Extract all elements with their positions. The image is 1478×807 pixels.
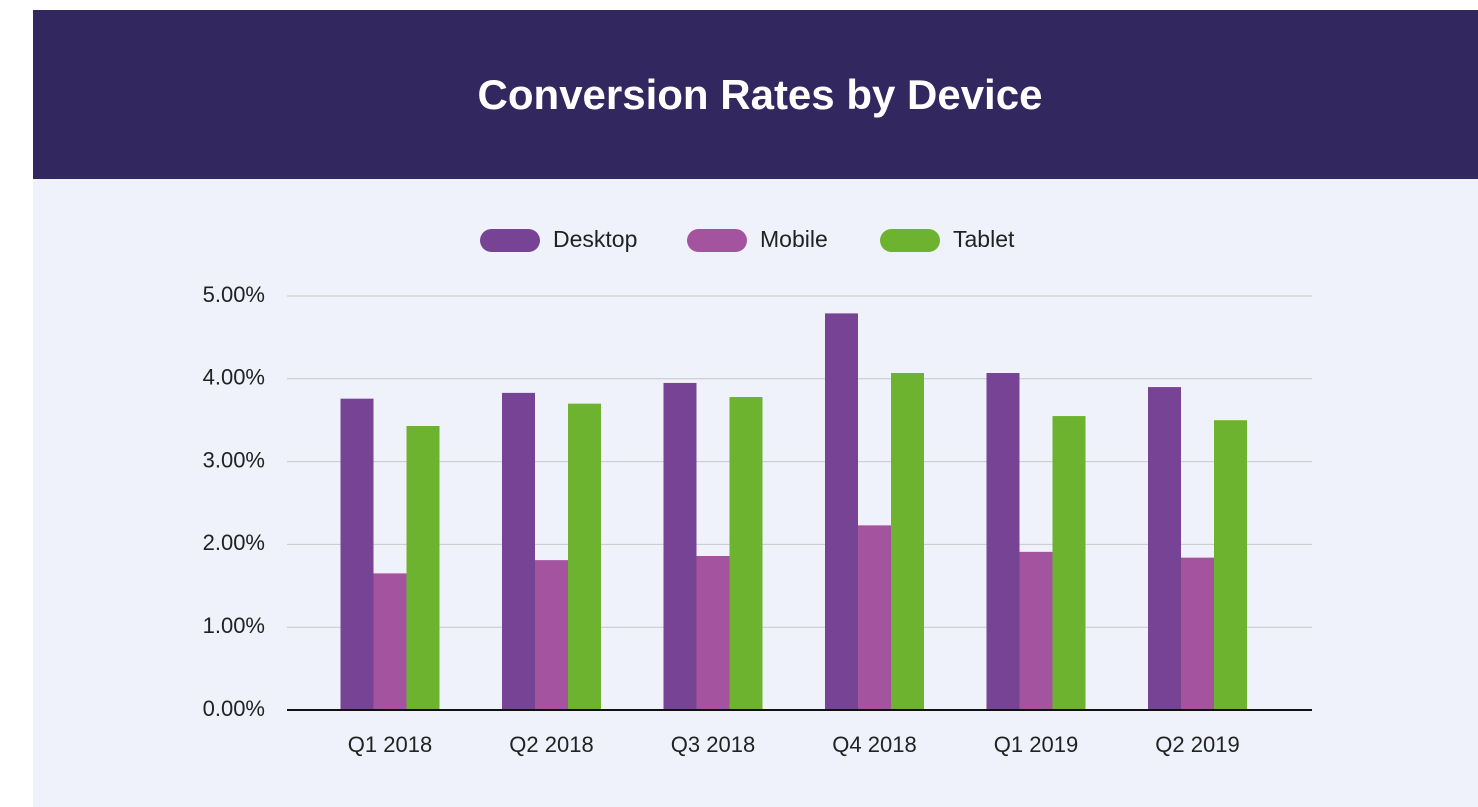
legend-label: Tablet: [953, 226, 1015, 252]
legend-label: Desktop: [553, 226, 637, 252]
bar: [696, 555, 730, 710]
bar: [858, 525, 891, 710]
y-tick-label: 1.00%: [203, 613, 265, 638]
bar: [986, 373, 1020, 710]
y-tick-label: 5.00%: [203, 282, 265, 307]
bar: [891, 373, 924, 710]
y-tick-label: 3.00%: [203, 447, 265, 472]
x-tick-label: Q3 2018: [671, 732, 755, 757]
legend-label: Mobile: [760, 226, 828, 252]
bar: [340, 398, 374, 710]
bar: [663, 382, 697, 710]
bar: [1019, 551, 1053, 710]
bar: [825, 313, 858, 710]
x-tick-label: Q2 2019: [1155, 732, 1239, 757]
legend-swatch: [687, 229, 747, 252]
bar: [1181, 557, 1214, 710]
x-tick-label: Q2 2018: [509, 732, 593, 757]
bar: [373, 573, 407, 710]
bar: [1052, 416, 1086, 710]
y-tick-label: 2.00%: [203, 530, 265, 555]
chart-title: Conversion Rates by Device: [478, 71, 1043, 118]
x-tick-label: Q1 2019: [994, 732, 1078, 757]
bar: [568, 403, 601, 710]
legend-swatch: [880, 229, 940, 252]
bar: [406, 425, 440, 710]
bar: [502, 392, 535, 710]
y-tick-label: 4.00%: [203, 365, 265, 390]
y-tick-label: 0.00%: [203, 696, 265, 721]
x-tick-label: Q4 2018: [832, 732, 916, 757]
bar: [535, 560, 568, 710]
header-band: [33, 10, 1478, 179]
bar: [1214, 420, 1247, 710]
legend-swatch: [480, 229, 540, 252]
x-tick-label: Q1 2018: [348, 732, 432, 757]
bar: [729, 397, 763, 710]
bar: [1148, 387, 1181, 710]
